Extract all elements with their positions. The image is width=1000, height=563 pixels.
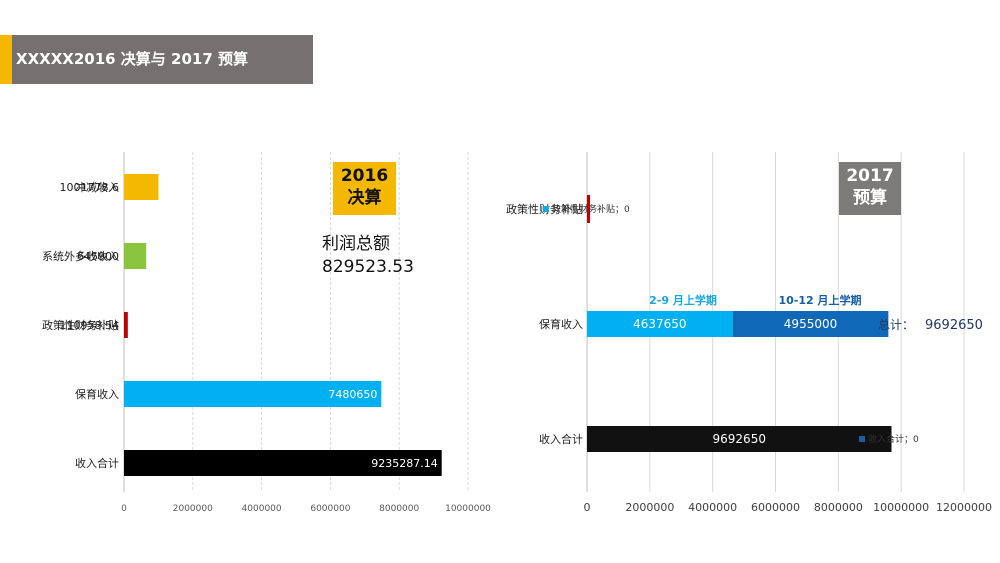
category-label-2016: 系统外多收收入: [42, 249, 119, 263]
page-title: XXXXX2016 决算与 2017 预算: [16, 50, 248, 68]
series-header-2017: 2-9 月上学期: [649, 293, 717, 307]
bar-segment-2017: [587, 311, 733, 337]
x-tick-label-2016: 4000000: [242, 504, 282, 514]
bar-segment-2017: [732, 311, 889, 337]
badge-2017-label: 预算: [853, 188, 887, 208]
bar-2016: [124, 174, 159, 200]
total-value-2017: 9692650: [925, 318, 983, 333]
category-label-2016: 冲减收入: [75, 180, 119, 194]
x-tick-label-2017: 10000000: [873, 501, 929, 514]
data-label-2016: 110958.54: [60, 319, 120, 332]
badge-2017-year: 2017: [846, 166, 894, 186]
legend-text-2017: 政策性财务补贴；0: [552, 203, 630, 215]
x-tick-label-2017: 6000000: [751, 501, 800, 514]
data-label-2016: 9235287.14: [371, 457, 437, 470]
title-accent: [0, 35, 12, 84]
bar-2016: [124, 381, 382, 407]
data-label-2017: 4955000: [784, 317, 837, 331]
x-tick-label-2017: 8000000: [814, 501, 863, 514]
category-label-2017: 保育收入: [539, 317, 583, 331]
x-tick-label-2016: 2000000: [173, 504, 213, 514]
category-label-2016: 政策性财务补贴: [42, 318, 119, 332]
total-label-2017: 总计：: [878, 318, 914, 332]
badge-2016: 2016 决算: [333, 162, 396, 215]
bar-2016: [124, 243, 147, 269]
x-tick-label-2017: 2000000: [625, 501, 674, 514]
bar-segment-2017: [587, 195, 590, 223]
bar-2016: [124, 450, 442, 476]
badge-2016-label: 决算: [347, 188, 382, 208]
x-tick-label-2017: 0: [584, 501, 591, 514]
legend-marker-2017: [859, 436, 865, 442]
category-label-2016: 收入合计: [75, 456, 119, 470]
legend-text-2017: 收入合计；0: [868, 433, 919, 445]
bar-segment-2017: [587, 426, 892, 452]
profit-total: 利润总额 829523.53: [322, 233, 414, 279]
badge-2017: 2017 预算: [839, 162, 901, 215]
data-label-2016: 1001778.6: [60, 181, 120, 194]
data-label-2017: 4637650: [633, 317, 686, 331]
data-label-2016: 7480650: [328, 388, 377, 401]
legend-marker-2017: [543, 206, 549, 212]
series-header-2017: 10-12 月上学期: [778, 293, 861, 307]
badge-2016-year: 2016: [340, 166, 389, 186]
category-label-2016: 保育收入: [75, 387, 119, 401]
x-tick-label-2016: 8000000: [379, 504, 419, 514]
data-label-2016: 645900: [77, 250, 119, 263]
x-tick-label-2017: 12000000: [936, 501, 992, 514]
x-tick-label-2017: 4000000: [688, 501, 737, 514]
category-label-2017: 收入合计: [539, 432, 583, 446]
data-label-2017: 9692650: [713, 432, 766, 446]
x-tick-label-2016: 6000000: [310, 504, 350, 514]
x-tick-label-2016: 0: [121, 504, 127, 514]
profit-value: 829523.53: [322, 257, 414, 277]
x-tick-label-2016: 10000000: [445, 504, 491, 514]
profit-label: 利润总额: [322, 234, 390, 254]
title-bar: [0, 35, 313, 84]
bar-2016: [124, 312, 128, 338]
